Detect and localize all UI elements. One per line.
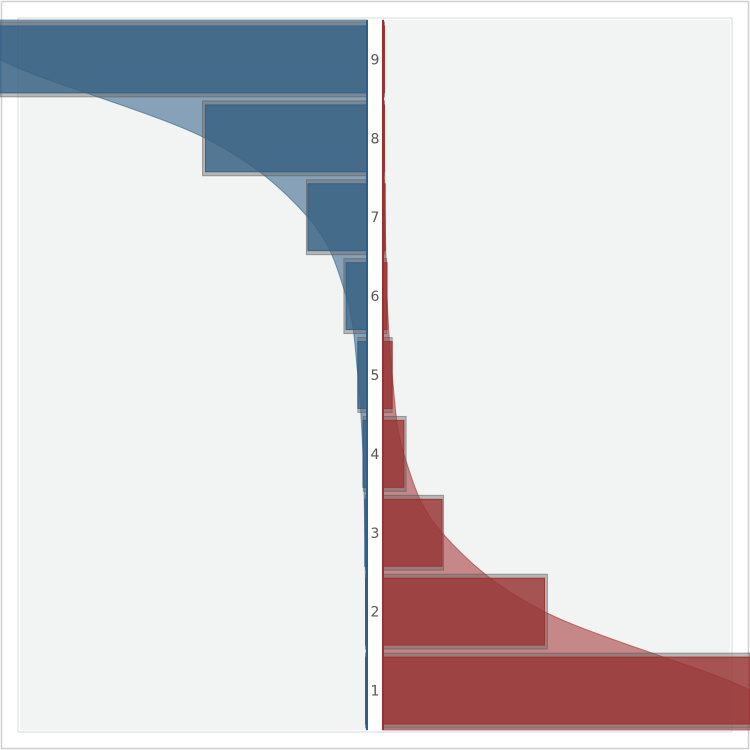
category-label-2: 2 [371,605,380,621]
right-bar-3 [382,498,443,567]
bar-layer [0,25,750,725]
right-bar-2 [382,577,545,646]
category-label-5: 5 [371,368,380,384]
left-bar-6 [345,262,368,331]
right-bar-1 [382,656,750,725]
category-label-9: 9 [371,52,380,68]
category-label-layer: 1 2 3 4 5 6 7 8 9 [371,52,380,699]
category-label-3: 3 [371,526,380,542]
right-bar-5 [382,341,393,409]
category-label-7: 7 [371,210,380,226]
plot-panels [20,20,730,730]
category-label-8: 8 [371,131,380,147]
left-bar-8 [205,104,368,173]
axis-layer [366,20,384,730]
category-label-4: 4 [371,447,380,463]
right-bar-4 [382,419,405,488]
left-bar-9 [0,25,368,94]
left-bar-5 [357,341,368,409]
left-bar-7 [307,183,368,252]
category-label-6: 6 [371,289,380,305]
inner-border [17,17,733,733]
category-label-1: 1 [371,684,380,700]
